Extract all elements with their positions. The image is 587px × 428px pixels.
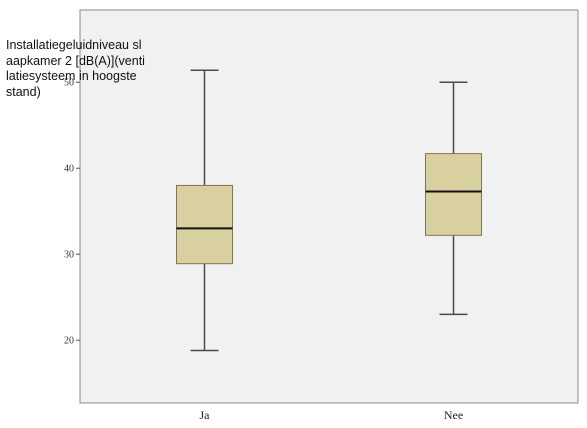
iqr-box <box>425 153 482 236</box>
box-nee <box>425 81 482 316</box>
x-axis-labels: Ja Nee <box>200 408 464 422</box>
y-tick-label: 50 <box>64 78 74 89</box>
x-category-label: Ja <box>200 408 211 422</box>
x-category-label: Nee <box>444 408 463 422</box>
iqr-box <box>176 184 233 265</box>
plot-area <box>79 9 579 404</box>
y-axis-ticks: 20 30 40 50 <box>64 78 80 347</box>
y-tick-label: 30 <box>64 250 74 261</box>
y-axis-label: Installatiegeluidniveau slaapkamer 2 [dB… <box>6 38 145 99</box>
y-tick-label: 40 <box>64 164 74 175</box>
box-ja <box>176 69 233 352</box>
box-series <box>176 69 482 352</box>
y-tick-label: 20 <box>64 336 74 347</box>
